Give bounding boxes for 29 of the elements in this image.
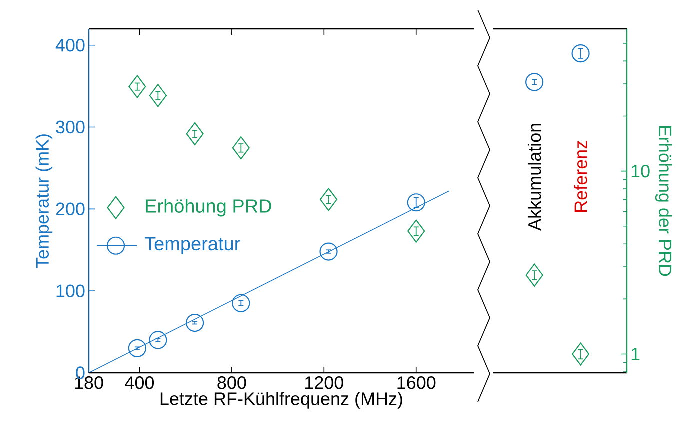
legend-label: Temperatur (144, 237, 240, 254)
y-axis-title: Temperatur (mK) (36, 134, 53, 268)
y2-axis-title: Erhöhung der PRD (655, 126, 672, 276)
x-tick-label: 400 (125, 376, 154, 390)
point (232, 294, 250, 312)
y2-tick-label: 1 (632, 348, 640, 360)
x-tick-label: 1600 (398, 376, 436, 390)
x-axis-title: Letzte RF-Kühlfrequenz (MHz) (160, 392, 402, 409)
point (149, 331, 168, 350)
point (149, 84, 167, 108)
point (186, 314, 204, 332)
x-tick-label: Referenz (574, 141, 588, 212)
point (186, 122, 204, 146)
point (232, 136, 250, 160)
point (320, 242, 338, 261)
y-tick-label: 100 (56, 284, 85, 298)
x-tick-label: 800 (218, 376, 246, 390)
legend-label: Erhöhung PRD (146, 199, 272, 217)
x-tick-label: 1200 (305, 376, 344, 390)
y-tick-label: 400 (56, 38, 85, 52)
y-tick-label: 200 (56, 202, 85, 216)
y-tick-label: 300 (56, 120, 85, 134)
point (128, 339, 146, 358)
point (320, 188, 338, 212)
point (128, 75, 146, 98)
point (407, 194, 426, 212)
y2-tick-label: 10 (632, 164, 650, 178)
point (408, 220, 426, 243)
x-tick-label: Akkumulation (528, 124, 542, 231)
